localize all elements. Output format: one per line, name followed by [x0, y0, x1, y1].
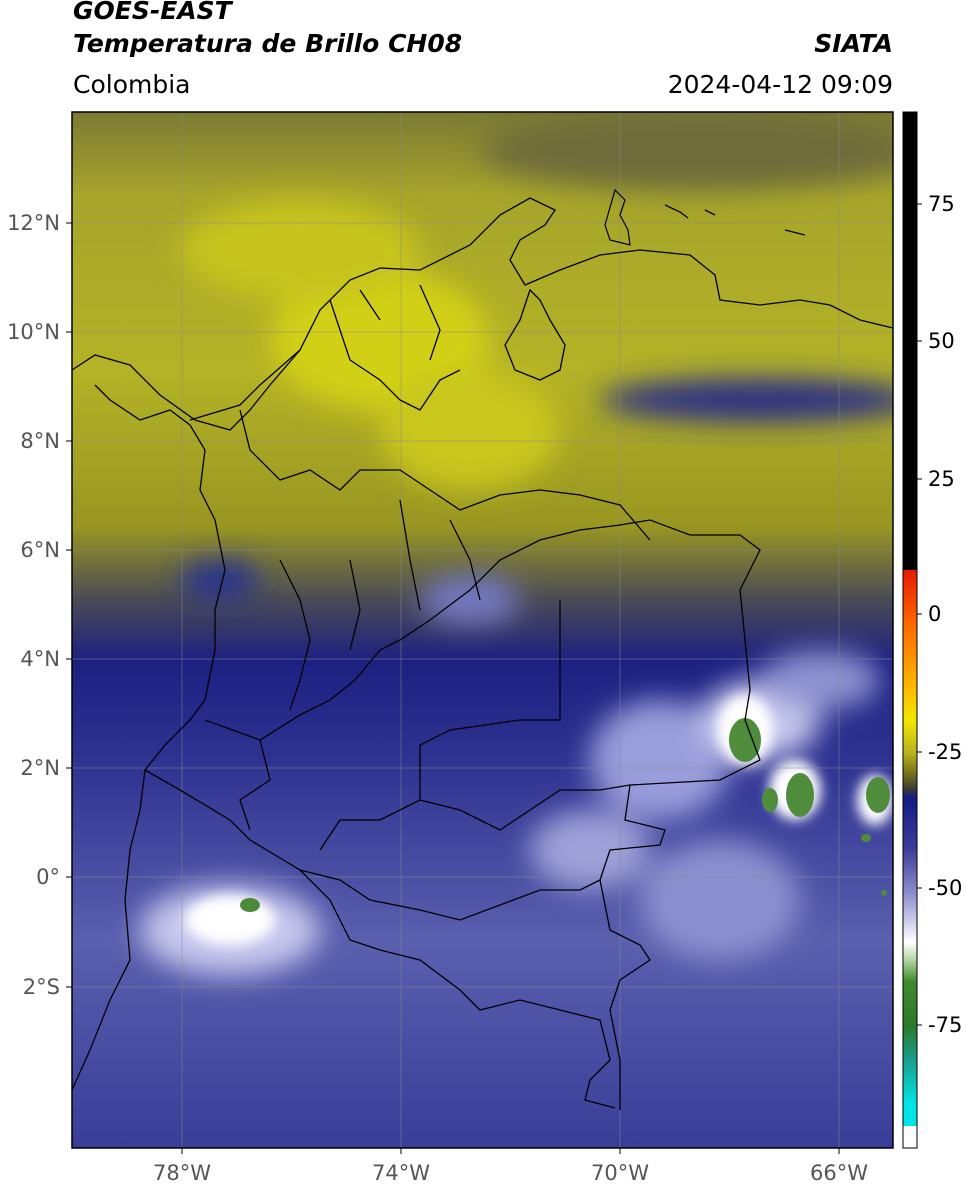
coastlines-borders — [72, 188, 893, 1110]
colorbar-warm-segment — [903, 112, 917, 570]
colorbar-frame — [902, 111, 918, 1149]
institution-label: SIATA — [814, 29, 893, 58]
colorbar-under-segment — [903, 1126, 917, 1148]
lon-label-66w: 66°W — [810, 1161, 868, 1185]
map-frame — [71, 111, 894, 1149]
lat-label-10n: 10°N — [7, 320, 60, 344]
lat-label-2s: 2°S — [23, 975, 60, 999]
satellite-title: GOES-EAST — [73, 0, 232, 25]
lat-label-6n: 6°N — [20, 538, 60, 562]
colorbar-tick-minus75: -75 — [928, 1013, 962, 1037]
lon-label-70w: 70°W — [591, 1161, 649, 1185]
lon-label-74w: 74°W — [372, 1161, 430, 1185]
lat-label-8n: 8°N — [20, 429, 60, 453]
lat-label-4n: 4°N — [20, 647, 60, 671]
lat-label-2n: 2°N — [20, 756, 60, 780]
colorbar-tick-75: 75 — [928, 192, 955, 216]
cold-cloud-tops — [240, 718, 890, 912]
satellite-field — [72, 112, 893, 1148]
colorbar-tick-minus50: -50 — [928, 876, 962, 900]
lat-label-12n: 12°N — [7, 211, 60, 235]
colorbar-tick-25: 25 — [928, 467, 955, 491]
colorbar-tick-minus25: -25 — [928, 740, 962, 764]
colorbar: 75 50 25 0 -25 -50 -75 — [902, 111, 962, 1149]
region-label: Colombia — [73, 70, 191, 99]
datetime-label: 2024-04-12 09:09 — [667, 70, 893, 99]
lat-tick-marks — [66, 222, 72, 988]
lon-tick-marks — [181, 1148, 840, 1154]
colorbar-gradient — [903, 570, 917, 1126]
lat-label-0: 0° — [36, 865, 60, 889]
lon-label-78w: 78°W — [153, 1161, 211, 1185]
graticule — [72, 112, 893, 1148]
colorbar-tick-0: 0 — [928, 602, 941, 626]
colorbar-tick-50: 50 — [928, 329, 955, 353]
product-title: Temperatura de Brillo CH08 — [73, 29, 463, 58]
